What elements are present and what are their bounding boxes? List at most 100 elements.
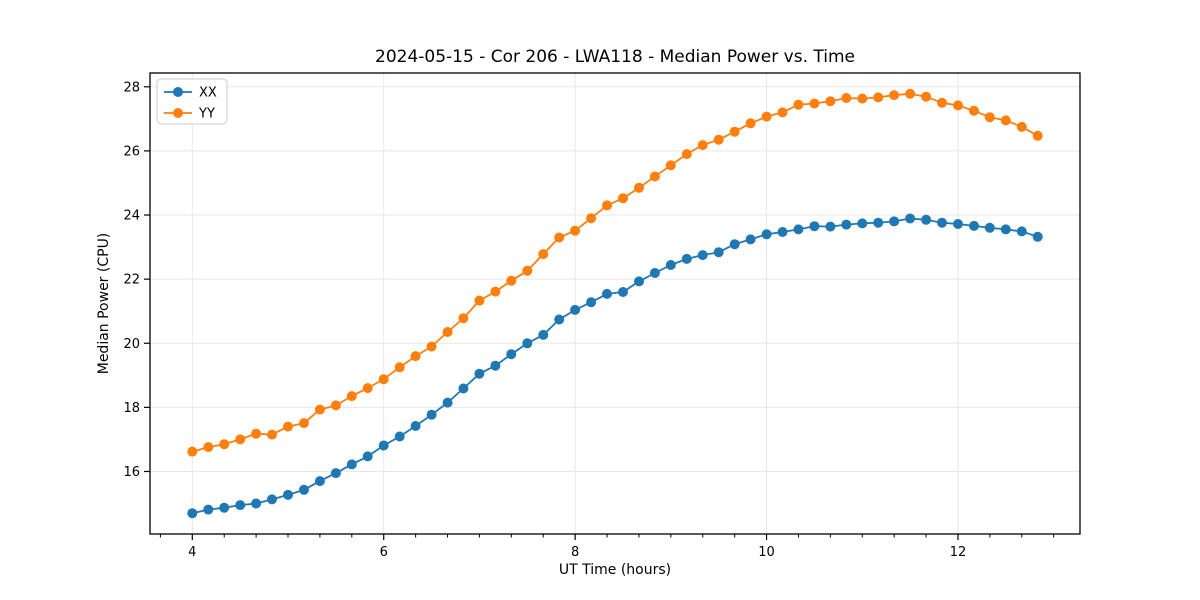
data-point-yy [426,341,437,352]
data-point-yy [522,265,533,276]
data-point-xx [841,219,852,230]
data-point-xx [921,214,932,225]
data-point-xx [554,314,565,325]
axes-frame [149,72,1081,535]
axis-ticks [144,86,1055,540]
legend-label: YY [198,107,215,122]
data-point-yy [1000,115,1011,126]
data-point-xx [474,368,485,379]
data-point-yy [570,225,581,236]
data-point-yy [219,439,230,450]
legend-marker [173,108,183,118]
data-point-yy [984,112,995,123]
data-point-yy [681,149,692,160]
data-point-xx [314,476,325,487]
data-point-xx [618,287,628,297]
data-point-yy [809,98,820,109]
data-point-yy [857,93,868,104]
data-point-yy [713,134,724,145]
data-point-yy [634,182,644,193]
data-point-yy [490,286,501,297]
y-tick-label: 24 [123,209,140,224]
data-point-yy [841,93,852,103]
legend: XX YY [156,78,228,125]
legend-item-xx: XX [164,86,217,101]
data-point-yy [953,100,963,111]
data-point-yy [283,421,293,432]
data-point-xx [729,239,740,250]
data-point-xx [346,459,357,470]
data-point-yy [203,442,214,453]
data-point-xx [538,329,549,340]
data-point-xx [697,250,708,261]
data-point-yy [410,351,421,362]
data-point-yy [235,434,246,445]
data-point-yy [346,391,357,402]
data-point-xx [586,297,597,308]
y-tick-label: 18 [123,401,140,416]
data-point-yy [602,200,612,211]
data-point-xx [219,502,230,513]
data-point-xx [745,234,756,245]
gridlines [150,73,1080,534]
data-point-yy [777,107,788,118]
data-point-xx [777,227,788,237]
data-point-yy [1032,130,1043,141]
chart-title: 2024-05-15 - Cor 206 - LWA118 - Median P… [375,47,855,67]
data-point-xx [602,288,612,299]
data-point-xx [825,221,836,232]
data-point-yy [586,213,597,224]
series-xx [187,213,1043,519]
data-point-yy [330,400,341,411]
data-point-xx [857,218,868,229]
data-point-yy [905,88,916,99]
data-point-xx [761,229,772,240]
data-point-yy [1016,121,1027,132]
data-point-xx [889,216,900,227]
data-point-xx [235,500,246,511]
y-tick-labels: 16 18 20 22 24 26 28 [123,80,140,480]
data-point-xx [1016,226,1027,237]
data-point-yy [538,249,549,260]
y-tick-label: 22 [123,273,140,288]
data-point-xx [984,222,995,233]
data-point-xx [187,508,198,519]
data-point-yy [267,429,277,440]
data-point-yy [618,193,628,204]
data-point-yy [378,374,389,385]
data-point-yy [729,126,740,137]
data-series [187,88,1043,519]
data-point-yy [474,295,485,306]
data-point-yy [442,327,453,337]
data-point-xx [681,253,692,264]
y-tick-label: 20 [123,337,140,352]
x-tick-labels: 4 6 8 10 12 [188,545,966,560]
data-point-yy [889,90,900,101]
data-point-xx [937,217,947,228]
data-point-xx [251,498,262,509]
y-tick-label: 28 [123,80,140,95]
data-point-xx [1032,231,1043,242]
series-line-xx [192,217,1038,515]
data-point-yy [299,418,309,429]
data-point-yy [697,140,708,151]
data-point-xx [490,360,501,371]
data-point-yy [506,275,517,286]
y-tick-label: 16 [123,465,140,480]
data-point-xx [458,383,469,394]
data-point-yy [187,446,198,457]
data-point-xx [634,276,644,287]
x-tick-label: 8 [571,545,579,560]
data-point-xx [203,504,214,515]
data-point-xx [330,468,341,479]
x-tick-label: 10 [758,545,775,560]
data-point-yy [825,96,836,107]
data-point-xx [649,268,660,278]
data-point-yy [649,171,660,182]
data-point-yy [314,404,325,415]
y-tick-label: 26 [123,144,140,159]
data-point-xx [953,219,963,229]
x-tick-label: 4 [188,545,196,560]
